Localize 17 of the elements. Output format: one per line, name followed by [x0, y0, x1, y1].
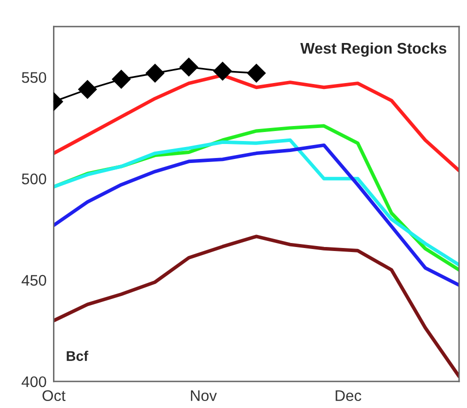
annotation: Bcf — [66, 350, 88, 361]
point — [247, 64, 266, 83]
x-tick-label: Nov — [190, 390, 217, 402]
line-series — [54, 143, 460, 287]
point — [112, 70, 131, 89]
point — [213, 62, 232, 80]
y-tick-label: 550 — [22, 72, 46, 83]
y-tick-label: 400 — [22, 376, 46, 388]
point — [78, 80, 97, 99]
x-tick-label: Dec — [336, 390, 362, 402]
y-tick-label: 450 — [22, 274, 46, 286]
point — [146, 64, 164, 83]
y-tick-label: 500 — [22, 174, 46, 184]
x-tick-label: Oct — [42, 390, 66, 402]
line-series — [54, 234, 460, 378]
text: West Region Stocks — [300, 42, 446, 57]
point — [179, 58, 198, 76]
